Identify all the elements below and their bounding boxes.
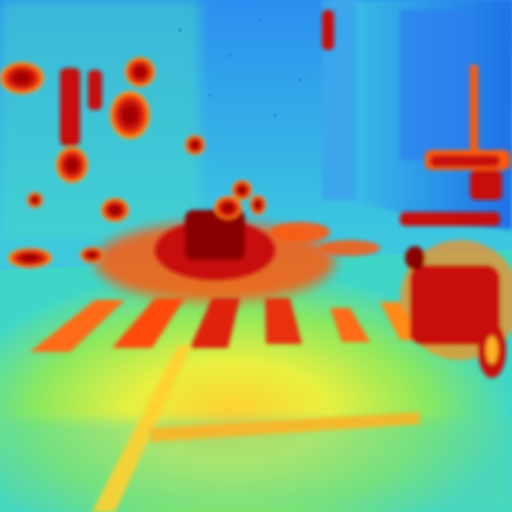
far-vehicle [185,210,245,260]
hot-spot [110,91,150,139]
hot-spot [232,180,252,200]
crosswalk-stripe [265,298,302,344]
noise-dot [273,113,277,117]
signal-head [470,170,502,200]
stop-line [150,412,420,442]
hot-spot [27,192,43,208]
hot-spot [56,147,88,183]
crosswalk-stripe [190,298,240,348]
signal-board-core [430,155,500,167]
crosswalk-stripe [30,300,125,352]
car-wheel-rim [486,336,498,364]
noise-dot [298,78,302,82]
road-lower-cool [0,420,512,512]
hot-spot [80,247,104,263]
hot-spot [320,240,380,256]
noise-dot [208,93,212,97]
traffic-signal [60,68,80,146]
right-car [400,240,512,378]
hot-spot [125,57,155,87]
left-street-fixtures [0,57,205,268]
hot-spot [214,196,242,220]
hot-spot [185,135,205,155]
noise-dot [228,53,232,57]
hot-spot [101,198,129,222]
right-street-fixtures [400,65,510,226]
signal-head-bar [400,212,500,226]
car-rider [405,246,425,270]
right-building-window-band [400,10,470,160]
noise-dot [258,18,262,22]
pole [470,65,478,155]
crosswalk-stripe [330,308,370,342]
crosswalk [30,298,425,352]
hot-spot [8,248,52,268]
crosswalk-stripe [112,298,185,348]
mid-street-fixtures [214,10,380,256]
hot-spot [270,222,330,242]
hot-spot [0,62,44,94]
car-body [410,265,500,345]
sky-noise [178,18,302,117]
traffic-signal [88,70,102,110]
noise-dot [178,28,182,32]
lane-line [92,345,192,512]
hot-spot [250,195,266,215]
traffic-signal [322,10,334,50]
